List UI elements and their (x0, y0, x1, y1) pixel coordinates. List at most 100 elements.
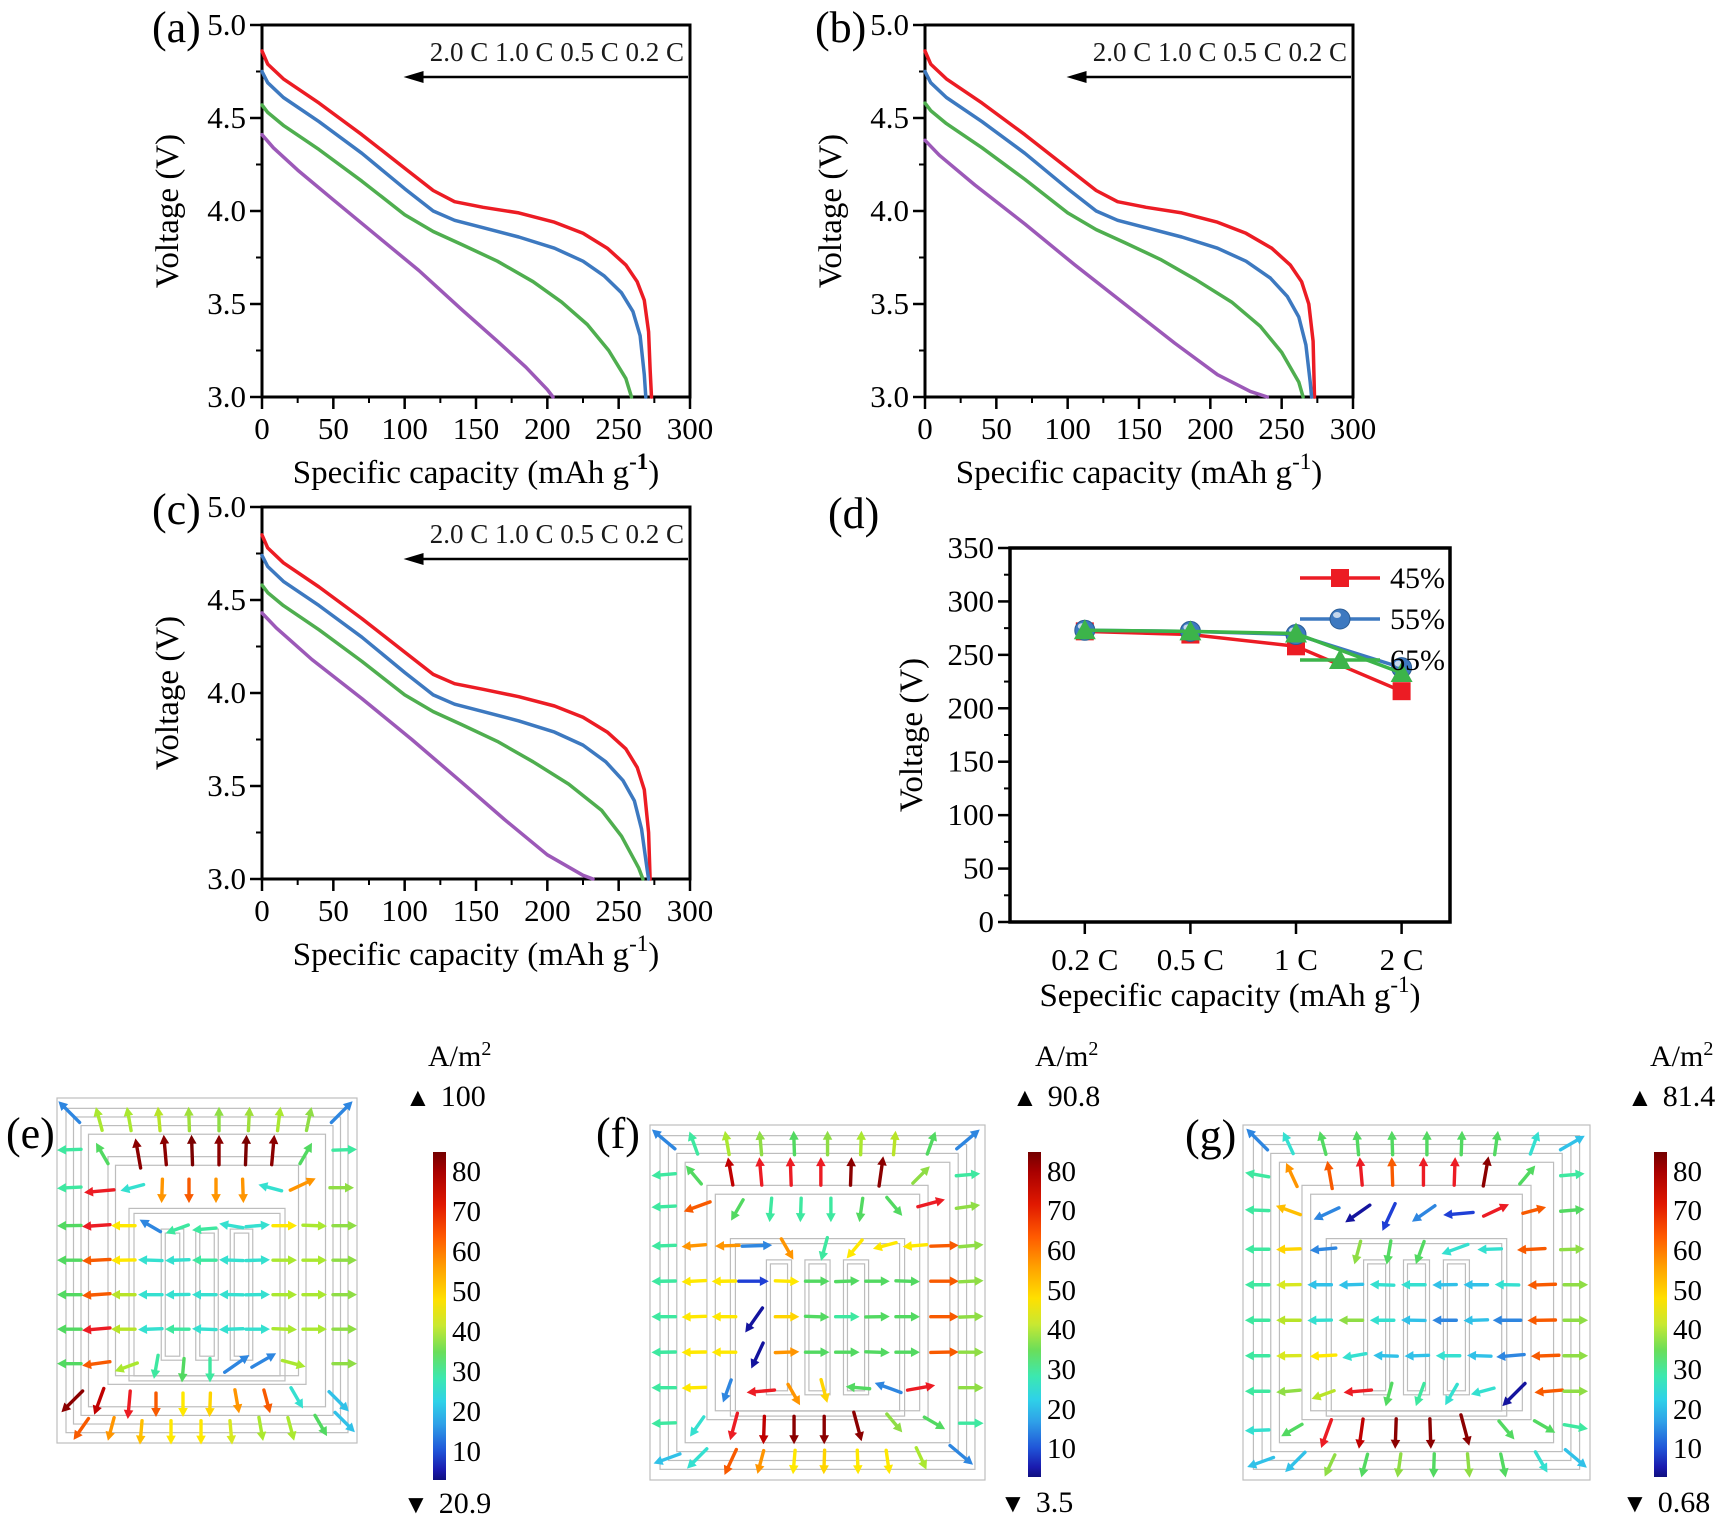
colorbar-max-e: ▲ 100 (405, 1080, 486, 1114)
svg-text:150: 150 (453, 411, 500, 446)
colorbar-tick-label: 40 (1047, 1314, 1076, 1347)
curve-1.0C (260, 103, 634, 399)
colorbar-gradient (1654, 1152, 1667, 1477)
y-axis-label: Voltage (V) (894, 658, 930, 812)
rate-annotation: 2.0 C 1.0 C 0.5 C 0.2 C (430, 519, 684, 549)
svg-text:300: 300 (1330, 411, 1377, 446)
down-triangle-icon: ▼ (1622, 1489, 1648, 1518)
svg-text:300: 300 (948, 583, 995, 618)
max-value: 100 (440, 1080, 486, 1113)
colorbar-g: 80 70 60 50 40 30 20 10 (1654, 1152, 1724, 1477)
colorbar-tick-label: 20 (1047, 1393, 1076, 1426)
colorbar-e: 80 70 60 50 40 30 20 10 (433, 1152, 513, 1480)
panel-label-e: (e) (6, 1109, 55, 1158)
discharge-chart-a: 0 50 100 150 200 250 300 3.0 3.5 4.0 4.5 5.0 2.0 C 1… (150, 7, 713, 491)
colorbar-tick-label: 80 (1673, 1155, 1702, 1188)
svg-text:4.5: 4.5 (870, 100, 909, 135)
svg-text:0.5 C: 0.5 C (1157, 942, 1224, 977)
svg-text:5.0: 5.0 (207, 7, 246, 42)
svg-text:3.5: 3.5 (207, 768, 246, 803)
curve-0.2C (923, 49, 1317, 399)
colorbar-tick-label: 50 (1047, 1274, 1076, 1307)
min-value: 3.5 (1035, 1486, 1074, 1519)
legend-label: 55% (1390, 603, 1445, 636)
curve-1.0C (923, 101, 1305, 399)
colorbar-tick-label: 50 (452, 1276, 481, 1308)
svg-text:50: 50 (963, 851, 994, 886)
svg-text:0: 0 (254, 411, 270, 446)
svg-text:100: 100 (381, 411, 428, 446)
svg-text:0: 0 (254, 893, 270, 928)
plot-area-d: 0.2 C 0.5 C 1 C 2 C 0 50 100 150 200 250 300 350 45%… (894, 530, 1452, 1014)
svg-text:300: 300 (667, 893, 714, 928)
panel-label-c: (c) (152, 485, 201, 534)
svg-text:3.0: 3.0 (207, 861, 246, 896)
max-value: 81.4 (1662, 1080, 1716, 1113)
svg-text:150: 150 (453, 893, 500, 928)
colorbar-min-g: ▼ 0.68 (1622, 1486, 1710, 1520)
svg-text:5.0: 5.0 (207, 489, 246, 524)
y-axis-label: Voltage (V) (150, 134, 186, 288)
colorbar-tick-label: 70 (452, 1196, 481, 1228)
svg-text:250: 250 (595, 893, 642, 928)
discharge-chart-c: 0 50 100 150 200 250 300 3.0 3.5 4.0 4.5 5.0 2.0 C 1… (150, 489, 713, 973)
min-value: 20.9 (438, 1487, 492, 1520)
svg-text:3.0: 3.0 (207, 379, 246, 414)
svg-text:200: 200 (524, 411, 571, 446)
curve-0.2C (260, 49, 654, 399)
svg-text:0.2 C: 0.2 C (1051, 942, 1118, 977)
svg-text:3.0: 3.0 (870, 379, 909, 414)
down-triangle-icon: ▼ (1000, 1489, 1026, 1518)
colorbar-max-g: ▲ 81.4 (1627, 1080, 1715, 1114)
colorbar-tick-label: 80 (1047, 1155, 1076, 1188)
panel-label-a: (a) (152, 3, 201, 52)
x-axis-label: Specific capacity (mAh g-1) (293, 449, 659, 491)
colorbar-tick-label: 40 (1673, 1314, 1702, 1347)
colorbar-tick-label: 10 (1673, 1433, 1702, 1466)
electrode-outline (649, 1124, 986, 1481)
svg-text:50: 50 (318, 893, 349, 928)
vector-field-f (649, 1124, 986, 1481)
curve-2.0C (260, 611, 595, 881)
min-value: 0.68 (1657, 1486, 1711, 1519)
svg-text:5.0: 5.0 (870, 7, 909, 42)
colorbar-tick-label: 80 (452, 1156, 481, 1188)
plot-area-a: 0 50 100 150 200 250 300 3.0 3.5 4.0 4.5 5.0 2.0 C 1… (150, 7, 713, 491)
svg-text:300: 300 (667, 411, 714, 446)
annotation-arrow-head (1066, 71, 1087, 83)
y-axis-label: Voltage (V) (150, 616, 186, 770)
x-axis-label: Specific capacity (mAh g-1) (293, 931, 659, 973)
x-axis-label: Specific capacity (mAh g-1) (956, 449, 1322, 491)
colorbar-min-f: ▼ 3.5 (1000, 1486, 1073, 1520)
series-65% (1073, 619, 1413, 683)
svg-text:3.5: 3.5 (870, 286, 909, 321)
colorbar-max-f: ▲ 90.8 (1012, 1080, 1100, 1114)
svg-text:100: 100 (1044, 411, 1091, 446)
colorbar-tick-label: 20 (1673, 1393, 1702, 1426)
legend-item-55%: 55% (1300, 603, 1445, 636)
legend-label: 65% (1390, 644, 1445, 677)
panel-label-f: (f) (596, 1109, 640, 1158)
colorbar-tick-label: 60 (1047, 1235, 1076, 1268)
colorbar-tick-label: 60 (1673, 1235, 1702, 1268)
colorbar-tick-label: 70 (1673, 1195, 1702, 1228)
colorbar-unit-f: A/m2 (1035, 1038, 1098, 1074)
curve-0.5C (260, 553, 651, 881)
colorbar-gradient (1028, 1152, 1041, 1477)
curve-1.0C (260, 583, 645, 881)
colorbar-tick-label: 30 (452, 1356, 481, 1388)
colorbar-tick-label: 70 (1047, 1195, 1076, 1228)
x-axis-label: Sepecific capacity (mAh g-1) (1039, 972, 1420, 1014)
vector-field-e (56, 1097, 358, 1445)
curve-0.5C (923, 69, 1314, 399)
rate-chart-d: 0.2 C 0.5 C 1 C 2 C 0 50 100 150 200 250 300 350 45%… (894, 530, 1452, 1014)
svg-text:200: 200 (524, 893, 571, 928)
svg-text:200: 200 (1187, 411, 1234, 446)
annotation-arrow-head (403, 553, 424, 565)
current-density-arrows (651, 1129, 984, 1475)
unit-text: A/m (428, 1040, 482, 1073)
svg-text:50: 50 (981, 411, 1012, 446)
current-density-arrows (1244, 1128, 1589, 1478)
legend-item-45%: 45% (1300, 562, 1445, 595)
